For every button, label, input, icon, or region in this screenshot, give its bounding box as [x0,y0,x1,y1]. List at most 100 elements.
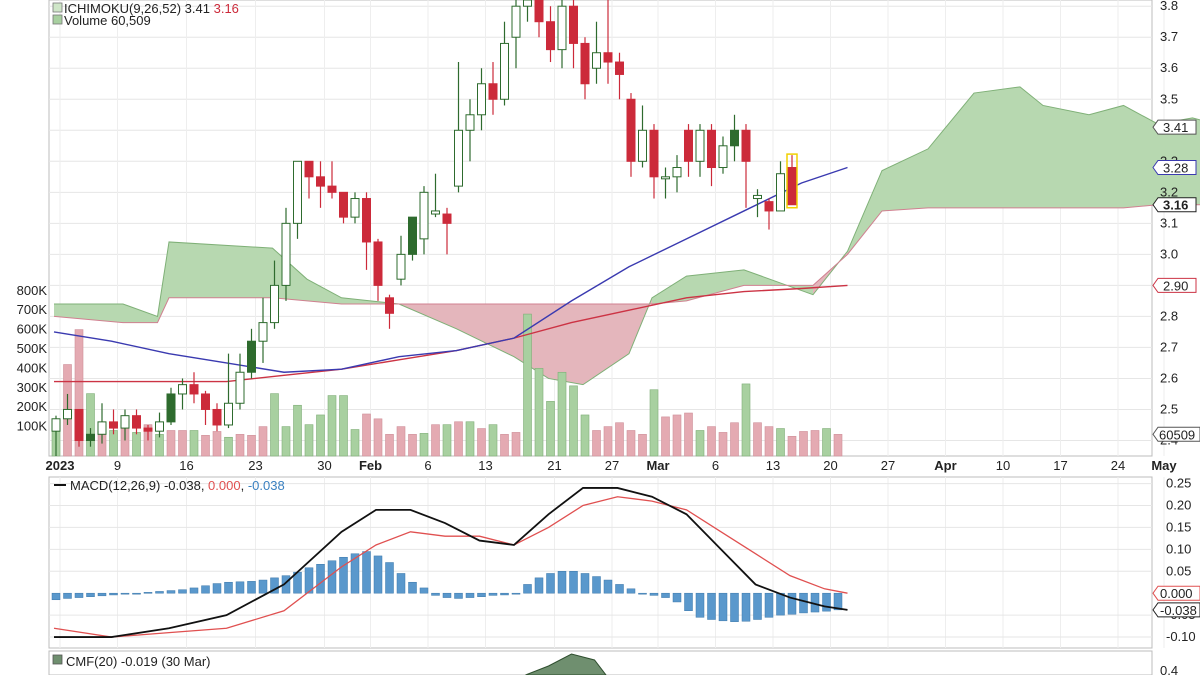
candle-body [580,42,590,85]
volume-bar [580,414,590,457]
cloud-segment [169,241,273,298]
candle-body [339,191,348,218]
macd-panel-frame [48,476,1153,649]
grid-lines [49,0,1165,648]
volume-bar [557,371,567,457]
macd-histogram-bar [74,592,84,598]
candle-body [304,160,314,178]
macd-histogram-bar [488,592,498,596]
volume-bar [247,435,256,457]
volume-bar [799,431,808,457]
volume-bars [51,313,843,457]
candle-body [258,322,268,342]
volume-bar [626,430,636,457]
x-tick-label: Feb [359,458,382,473]
macd-histogram-bar [684,592,693,611]
candle-body [212,408,222,426]
x-tick-label: 13 [766,458,780,473]
candle-body [603,52,613,63]
macd-histogram-bar [569,571,578,594]
volume-bar [833,434,843,457]
x-tick-label: 20 [823,458,837,473]
candle-body [63,408,72,420]
macd-histogram-bar [730,592,739,622]
candle-body [546,21,555,51]
macd-tick-label: -0.10 [1166,629,1196,644]
volume-bar [477,428,486,457]
volume-bar [730,422,739,457]
cmf-label: CMF(20) -0.019 (30 Mar) [66,654,210,669]
volume-bar [546,401,555,457]
candle-body [408,216,417,255]
price-tick-label: 3.8 [1160,0,1178,13]
volume-tick-label: 300K [17,380,48,395]
candle-body [718,145,728,169]
volume-bar [431,424,440,457]
volume-bar [776,428,785,457]
volume-bar [327,395,337,457]
volume-bar [454,421,463,457]
macd-histogram-bar [408,581,417,594]
macd-histogram-bar [707,592,716,620]
volume-bar [189,430,199,457]
macd-histogram-bar [155,591,164,594]
candle-body [120,415,130,429]
macd-histogram-bar [454,592,463,599]
macd-histogram-bar [431,592,440,596]
macd-histogram-bar [316,564,325,594]
volume-legend: Volume 60,509 [52,13,151,28]
volume-bar [764,426,774,457]
macd-histogram-bar [281,575,291,594]
macd-histogram-bar [166,590,176,594]
candle-body [557,5,567,51]
candle-body [224,402,233,426]
candle-body [362,198,371,243]
macd-histogram-bar [741,592,751,622]
macd-histogram-bar [235,581,245,594]
candle-body [270,284,279,324]
candle-body [649,129,659,178]
macd-label: MACD(12,26,9) -0.038, 0.000, -0.038 [70,478,285,493]
macd-signal-line [53,496,848,638]
candle-body [166,393,176,423]
candle-body [730,129,739,147]
x-tick-label: 23 [248,458,262,473]
macd-histogram-bar [247,581,256,594]
price-tag-box [1152,119,1197,135]
macd-tick-label: 0.25 [1166,476,1191,491]
volume-bar [661,416,670,457]
volume-tick-label: 700K [17,302,48,317]
x-tick-label: 30 [317,458,331,473]
candle-body [235,371,245,404]
price-tag-label: 3.16 [1163,198,1188,213]
candle-body [247,340,256,373]
volume-bar [810,430,820,457]
axis-labels: 2.42.52.62.72.82.93.03.13.23.33.43.53.63… [17,0,1200,675]
macd-histogram-bar [672,592,682,603]
candle-body [707,129,716,169]
cmf-tick-label: 0.4 [1160,663,1178,675]
macd-histogram-bar [603,579,613,594]
volume-tag-box [1152,426,1200,442]
candle-body [615,61,624,75]
candle-body [97,421,107,435]
ichimoku-label: ICHIMOKU(9,26,52) 3.41 3.16 [64,1,239,16]
macd-histogram-bar [385,562,394,594]
candle-body [684,129,693,162]
macd-histogram-bar [51,592,61,601]
volume-bar [511,432,521,457]
x-tick-label: 16 [179,458,193,473]
macd-histogram-bar [626,588,636,594]
cloud-segment [123,304,158,323]
candle-body [350,198,360,218]
macd-histogram-bar [304,567,314,594]
volume-bar [741,383,751,457]
macd-histogram-bar [224,581,233,594]
macd-histogram-bar [580,573,590,594]
volume-bar [258,426,268,457]
macd-histogram-bar [132,592,141,595]
candle-body [442,213,452,224]
cloud-segment [307,279,342,304]
macd-histogram-bar [178,589,187,594]
